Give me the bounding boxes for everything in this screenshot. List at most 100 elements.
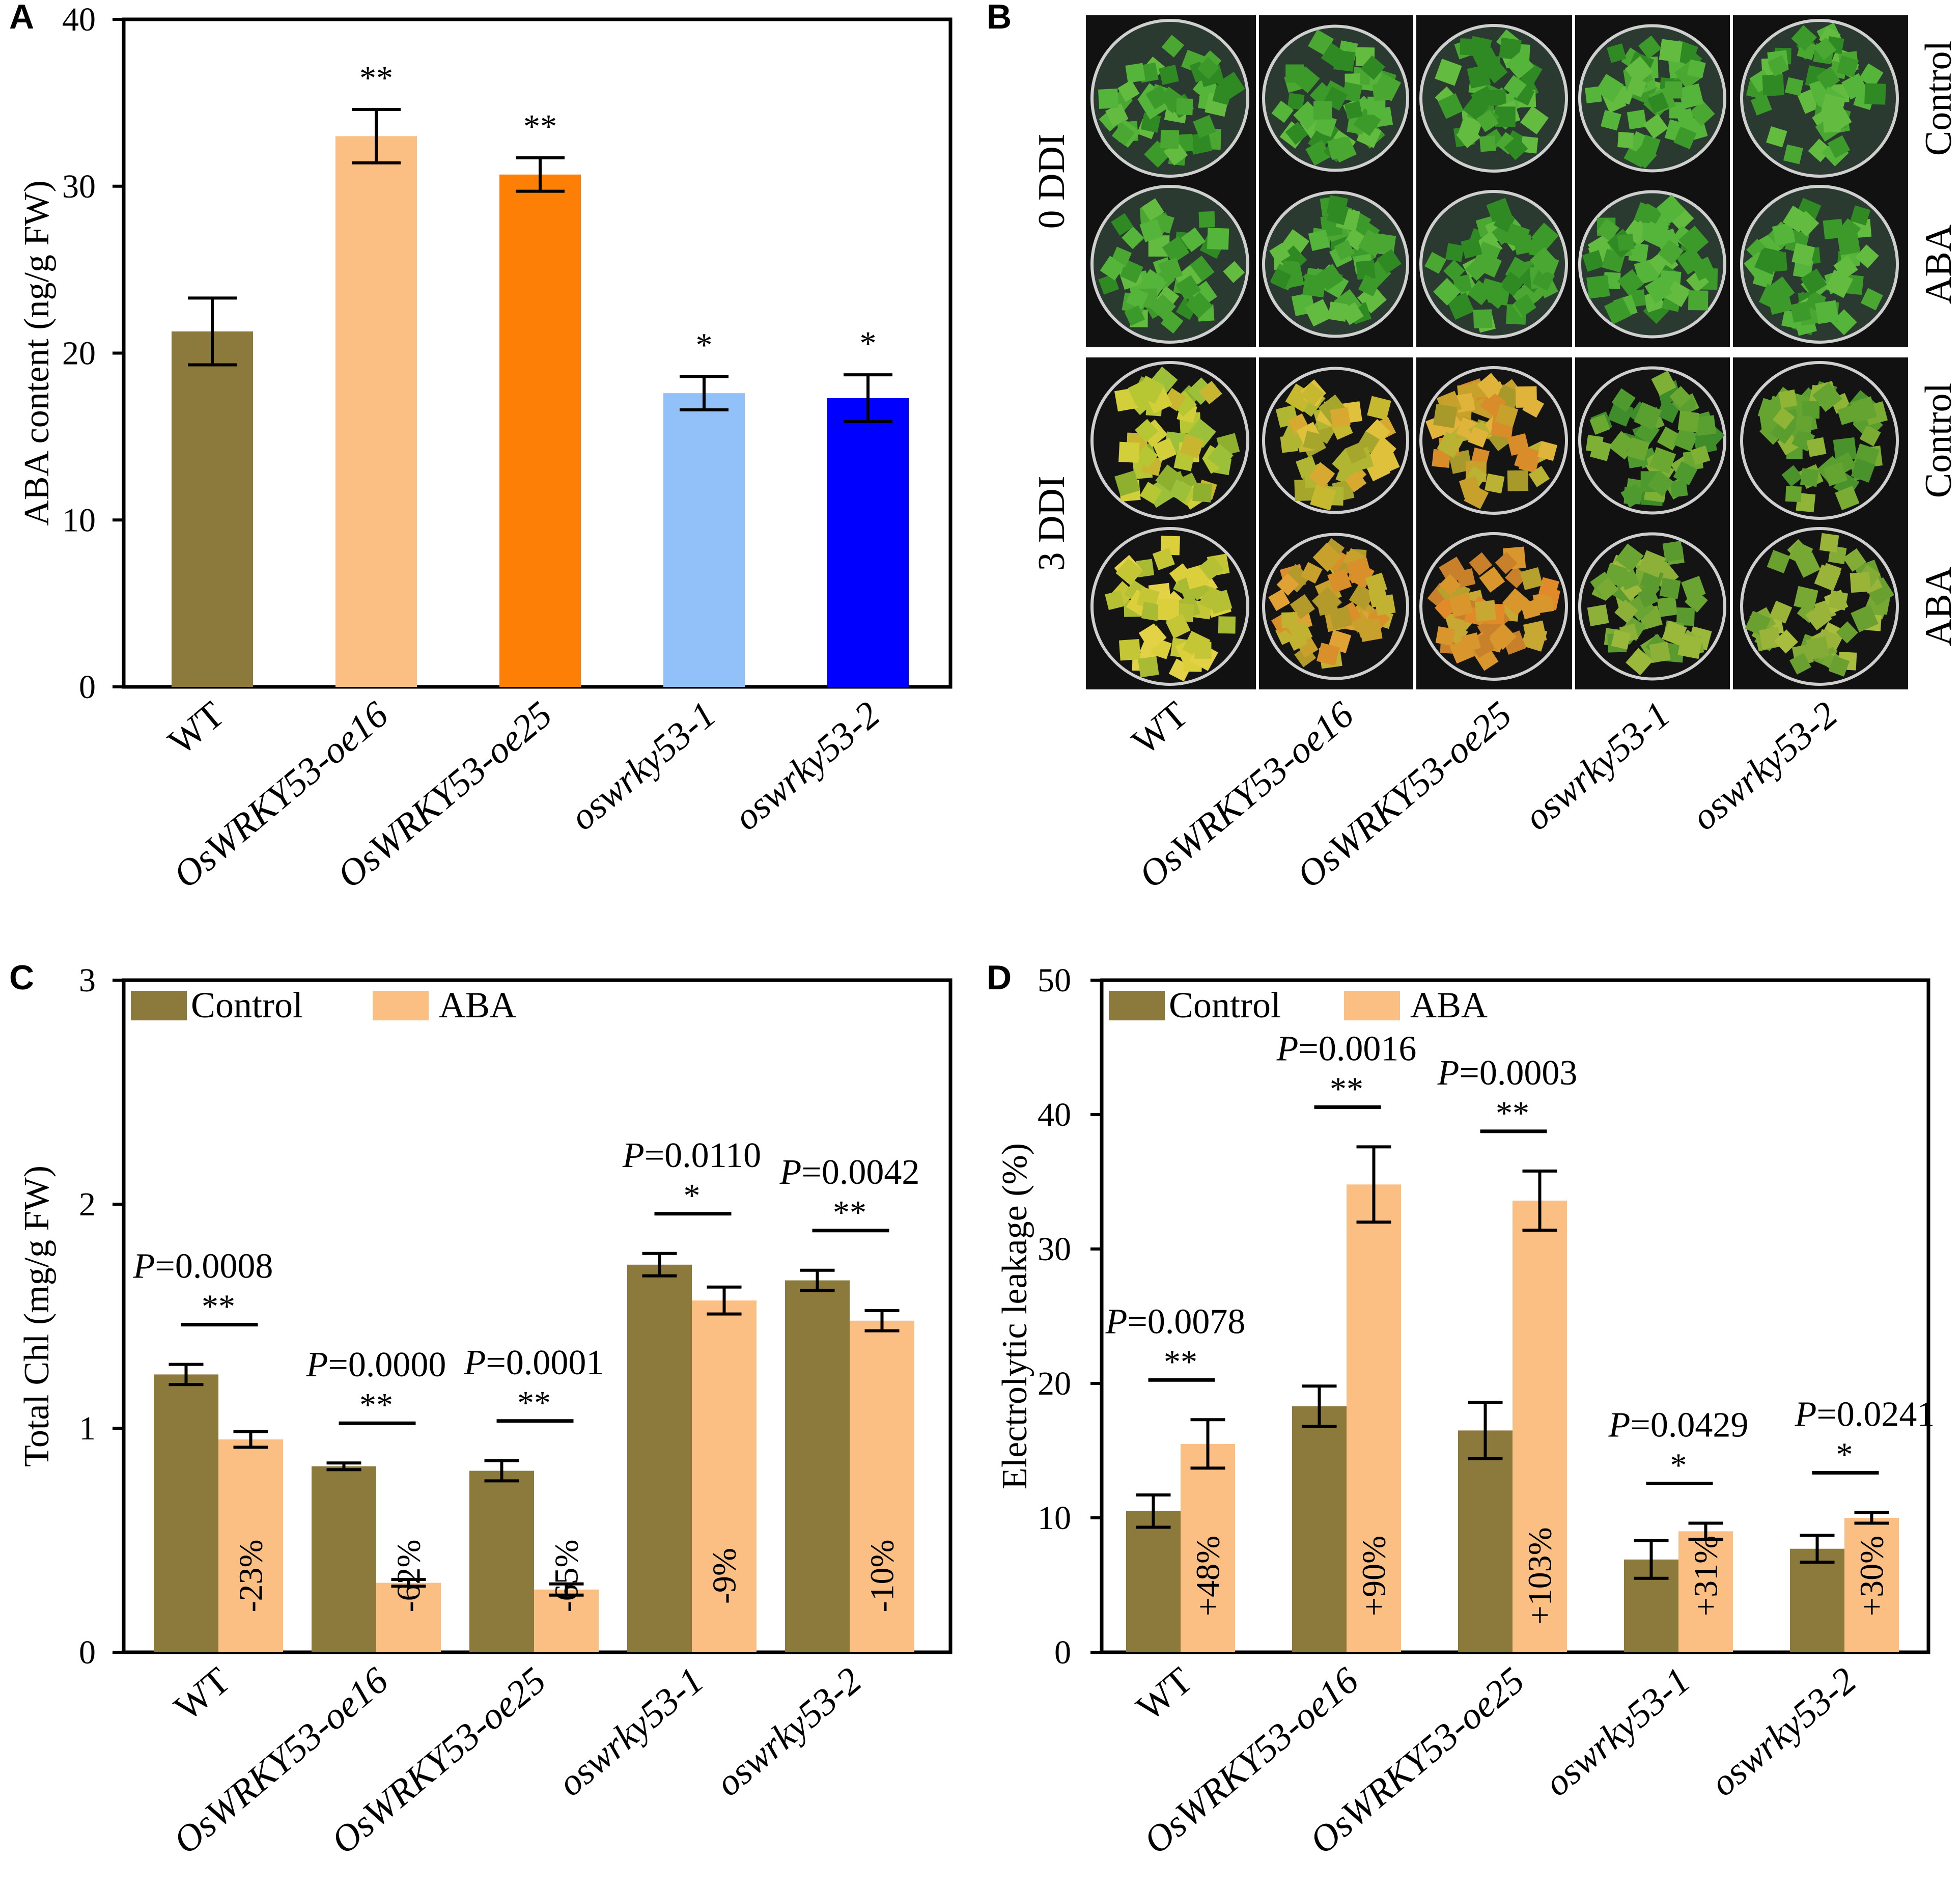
leaf-segment <box>1644 275 1673 303</box>
x-category-label: WT <box>1129 1659 1200 1729</box>
leaf-segment <box>1634 402 1662 430</box>
leaf-segment <box>1197 57 1220 79</box>
leaf-segment <box>1445 243 1465 262</box>
x-category-label: oswrky53-2 <box>726 693 888 839</box>
leaf-segment <box>1153 437 1177 462</box>
leaf-segment <box>1762 74 1784 97</box>
leaf-segment <box>1139 218 1163 242</box>
leaf-segment <box>1437 431 1464 458</box>
leaf-segment <box>1523 620 1547 645</box>
leaf-segment <box>1301 562 1323 584</box>
leaf-segment <box>1677 410 1700 433</box>
y-tick-label: 40 <box>62 1 96 38</box>
leaf-segment <box>1111 123 1135 146</box>
p-value: =0.0429 <box>1630 1406 1748 1445</box>
leaf-segment <box>1781 465 1803 487</box>
leaf-segment <box>1435 626 1455 646</box>
p-value-label: P=0.0001 <box>464 1343 604 1382</box>
bar-control <box>312 1466 376 1652</box>
leaf-segment <box>1669 386 1692 408</box>
leaf-segment <box>1611 629 1631 650</box>
p-value-label: P=0.0110 <box>622 1136 761 1175</box>
leaf-segment <box>1802 401 1820 419</box>
leaf-segment <box>1125 63 1145 84</box>
p-value: =0.0241 <box>1816 1395 1935 1434</box>
y-tick-label: 30 <box>62 168 96 205</box>
p-value: =0.0042 <box>801 1153 919 1192</box>
percent-change-label: +48% <box>1190 1536 1227 1616</box>
p-value: =0.0078 <box>1127 1302 1245 1341</box>
leaf-segment <box>1690 446 1711 465</box>
p-value: =0.0000 <box>328 1345 446 1384</box>
leaf-segment <box>1189 131 1213 155</box>
leaf-segment <box>1681 576 1706 601</box>
leaf-segment <box>1617 269 1644 296</box>
leaf-segment <box>1825 269 1854 298</box>
bar-aba <box>218 1439 283 1652</box>
leaf-segment <box>1157 599 1180 621</box>
bar-aba <box>1347 1184 1401 1652</box>
leaf-segment <box>1687 59 1706 78</box>
leaf-segment <box>1476 109 1499 132</box>
leaf-segment <box>1329 606 1353 630</box>
significance-marker: ** <box>1164 1343 1197 1380</box>
leaf-segment <box>1751 94 1772 116</box>
bar-control <box>1292 1406 1347 1652</box>
p-value-label: P=0.0000 <box>306 1345 446 1384</box>
leaf-segment <box>1313 101 1332 120</box>
leaf-segment <box>1851 396 1877 423</box>
leaf-segment <box>1118 441 1140 463</box>
leaf-segment <box>1285 122 1308 145</box>
leaf-segment <box>1649 447 1676 474</box>
leaf-segment <box>1176 98 1193 116</box>
treatment-label: Control <box>1918 383 1959 498</box>
significance-marker: ** <box>1330 1070 1363 1107</box>
leaf-segment <box>1334 239 1355 261</box>
bar-control <box>1126 1511 1181 1652</box>
leaf-segment <box>1638 35 1662 59</box>
p-symbol: P <box>1276 1029 1299 1068</box>
leaf-segment <box>1459 476 1481 498</box>
y-tick-label: 0 <box>1054 1634 1071 1671</box>
bar <box>663 393 745 687</box>
leaf-segment <box>1100 256 1125 281</box>
leaf-segment <box>1505 566 1527 589</box>
leaf-segment <box>1800 268 1827 295</box>
leaf-segment <box>1371 447 1400 476</box>
leaf-segment <box>1495 404 1519 428</box>
leaf-segment <box>1814 564 1841 591</box>
leaf-segment <box>1115 558 1143 586</box>
y-tick-label: 40 <box>1038 1096 1071 1133</box>
y-tick-label: 10 <box>1038 1500 1071 1537</box>
leaf-segment <box>1662 620 1687 646</box>
percent-change-label: -9% <box>706 1548 743 1604</box>
leaf-segment <box>1828 590 1849 610</box>
x-category-label: oswrky53-1 <box>1537 1659 1698 1804</box>
leaf-segment <box>1145 85 1170 109</box>
leaf-segment <box>1678 83 1704 109</box>
leaf-segment <box>1345 470 1367 492</box>
leaf-segment <box>1141 198 1164 221</box>
leaf-segment <box>1162 236 1190 264</box>
leaf-segment <box>1346 558 1372 584</box>
leaf-segment <box>1626 77 1647 97</box>
leaf-segment <box>1851 604 1879 632</box>
leaf-segment <box>1816 66 1840 91</box>
leaf-segment <box>1788 541 1813 566</box>
leaf-segment <box>1111 213 1134 236</box>
leaf-segment <box>1647 92 1669 114</box>
y-axis-title: Total Chl (mg/g FW) <box>17 1165 57 1467</box>
leaf-segment <box>1159 64 1179 85</box>
leaf-segment <box>1664 281 1691 308</box>
leaf-segment <box>1124 305 1145 326</box>
leaf-segment <box>1139 482 1162 504</box>
leaf-segment <box>1495 551 1518 574</box>
leaf-segment <box>1468 36 1492 60</box>
leaf-segment <box>1327 136 1351 160</box>
leaf-segment <box>1618 569 1640 591</box>
leaf-segment <box>1218 616 1236 634</box>
leaf-segment <box>1377 249 1402 274</box>
leaf-segment <box>1597 218 1620 242</box>
leaf-segment <box>1114 470 1140 496</box>
leaf-segment <box>1795 415 1813 432</box>
